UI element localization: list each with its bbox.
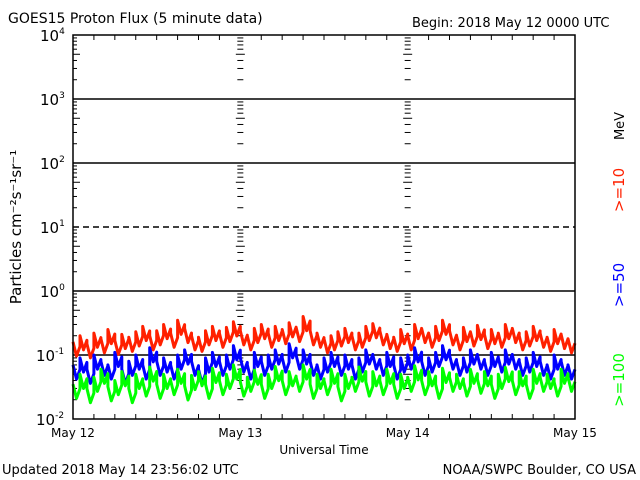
x-tick-label: May 14 (386, 426, 430, 440)
plot-frame (72, 34, 576, 420)
x-tick-label: May 13 (218, 426, 262, 440)
series-group (71, 315, 577, 405)
legend-label-gte50: >=50 (610, 263, 628, 307)
series-line-gte50 (71, 342, 577, 385)
y-tick-label: 10-1 (36, 347, 64, 365)
series-line-gte100 (71, 363, 577, 405)
x-tick-label: May 12 (51, 426, 95, 440)
y-tick-label: 10-2 (36, 411, 64, 429)
y-tick-labels: 104 103 102 101 100 10-1 10-2 (36, 27, 65, 429)
credit-label: NOAA/SWPC Boulder, CO USA (443, 463, 636, 478)
legend: >=10 >=50 >=100 (610, 168, 628, 407)
updated-label: Updated 2018 May 14 23:56:02 UTC (2, 463, 239, 478)
chart-title: GOES15 Proton Flux (5 minute data) (8, 11, 263, 27)
y-tick-label: 104 (40, 27, 65, 45)
unit-label: MeV (613, 112, 628, 140)
y-axis-label: Particles cm⁻²s⁻¹sr⁻¹ (7, 150, 25, 304)
x-tick-labels: May 12 May 13 May 14 May 15 (51, 426, 597, 440)
legend-label-gte100: >=100 (610, 353, 628, 407)
y-tick-label: 100 (40, 283, 65, 301)
y-tick-label: 101 (40, 219, 65, 237)
x-tick-label: May 15 (553, 426, 597, 440)
y-tick-label: 102 (40, 155, 65, 173)
legend-label-gte10: >=10 (610, 168, 628, 212)
series-line-gte10 (71, 315, 577, 360)
begin-label: Begin: 2018 May 12 0000 UTC (412, 16, 609, 31)
x-axis-label: Universal Time (279, 443, 368, 457)
y-tick-label: 103 (40, 91, 65, 109)
